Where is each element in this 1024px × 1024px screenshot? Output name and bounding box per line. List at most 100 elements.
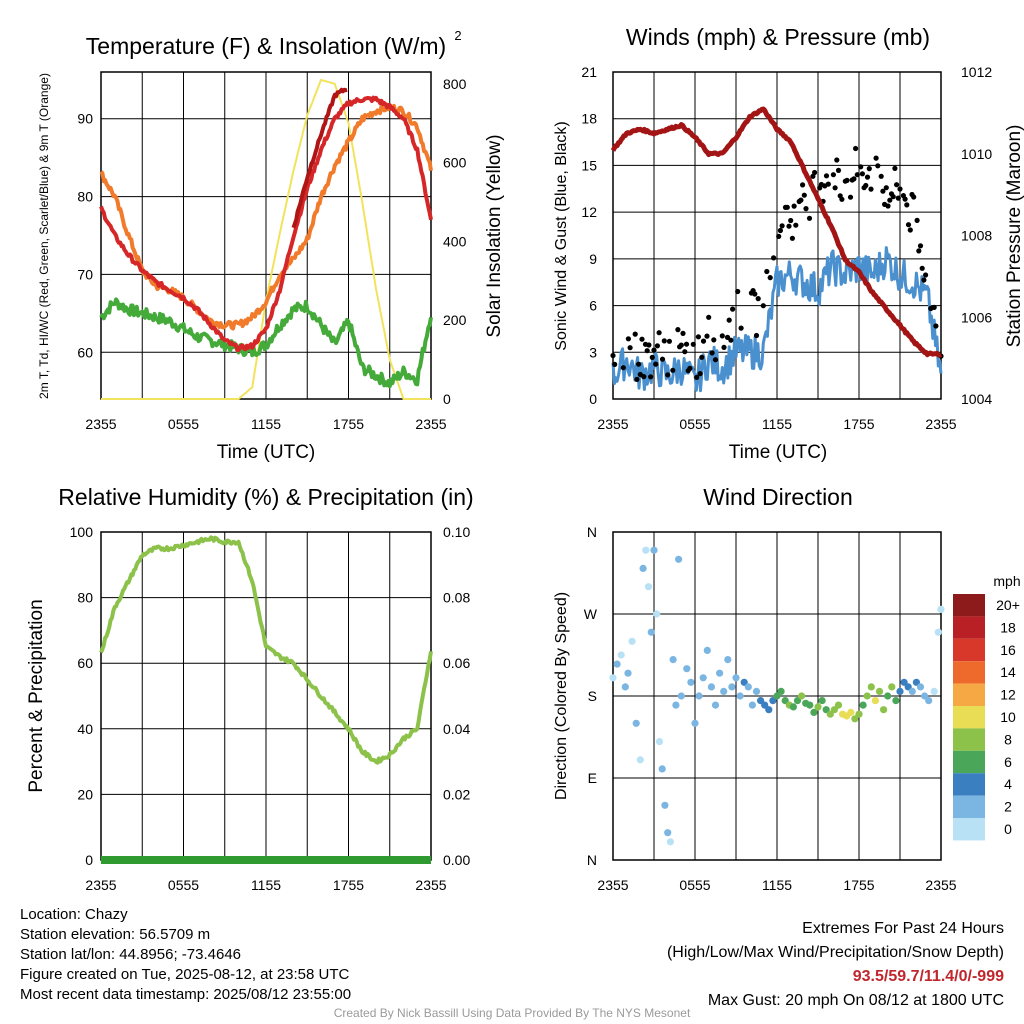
gust-point <box>832 185 838 191</box>
gust-point <box>907 227 913 233</box>
gust-point <box>712 357 719 363</box>
gust-point <box>779 223 785 229</box>
y-axis-label: Direction (Colored By Speed) <box>553 592 570 800</box>
chart-title: Temperature (F) & Insolation (W/m) <box>86 33 446 59</box>
y-tick-label: 3 <box>589 344 597 360</box>
direction-point <box>847 708 855 717</box>
direction-point <box>711 701 720 709</box>
gust-point <box>786 223 792 229</box>
temp-2m-series-line <box>99 95 433 353</box>
gust-point <box>863 182 869 189</box>
gust-point <box>916 248 922 254</box>
direction-point <box>703 646 711 655</box>
x-tick-label: 2355 <box>415 416 446 432</box>
gust-point <box>880 188 886 194</box>
direction-point <box>617 651 625 659</box>
y-tick-label: 80 <box>77 189 93 205</box>
direction-point <box>867 683 875 691</box>
x-tick-label: 2355 <box>925 416 956 432</box>
x-tick-label: 1755 <box>843 877 874 893</box>
direction-point <box>628 637 636 645</box>
gust-point <box>854 172 860 178</box>
colorbar-unit: mph <box>993 573 1020 589</box>
colorbar-label: 0 <box>1004 821 1012 837</box>
y-tick-label-right: 1004 <box>961 391 992 407</box>
direction-point <box>647 628 655 636</box>
gust-point <box>866 166 872 172</box>
y-tick-label: 0 <box>589 391 597 407</box>
gust-point <box>656 330 662 336</box>
direction-point <box>636 756 644 764</box>
gust-point <box>931 304 937 310</box>
direction-point <box>814 703 822 711</box>
colorbar-label: 12 <box>1000 687 1016 703</box>
extremes-subtitle: (High/Low/Max Wind/Precipitation/Snow De… <box>666 944 1004 961</box>
colorbar-swatch <box>953 661 985 684</box>
direction-point <box>642 546 650 554</box>
y-tick-label: 18 <box>581 111 597 127</box>
dewpoint-series-line <box>99 297 433 389</box>
colorbar-swatch <box>953 795 985 818</box>
gust-point <box>830 172 837 178</box>
direction-point <box>666 838 675 846</box>
gust-point <box>755 296 761 302</box>
x-tick-label: 0555 <box>168 877 199 893</box>
y-tick-label: N <box>587 852 597 868</box>
direction-point <box>655 738 664 746</box>
gust-point <box>868 186 874 192</box>
x-tick-label: 1755 <box>843 416 874 432</box>
x-tick-label: 1755 <box>333 877 364 893</box>
direction-point <box>925 697 933 705</box>
gust-point <box>709 350 715 356</box>
wind-series-line <box>611 246 943 393</box>
recent-data-timestamp: Most recent data timestamp: 2025/08/12 2… <box>20 986 352 1003</box>
gust-point <box>670 367 676 373</box>
gust-point <box>700 338 707 344</box>
gust-point <box>634 376 640 382</box>
direction-point <box>830 706 839 714</box>
y-tick-label: 70 <box>77 266 93 282</box>
direction-point <box>793 697 802 705</box>
colorbar-swatch <box>953 818 985 841</box>
direction-point <box>761 701 769 709</box>
direction-point <box>650 546 658 554</box>
station-location: Location: Chazy <box>20 906 128 923</box>
y-tick-label-right: 1012 <box>961 64 992 80</box>
gust-point <box>885 203 891 209</box>
gust-point <box>704 333 710 339</box>
gust-point <box>695 334 702 340</box>
y-tick-label: 12 <box>581 204 597 220</box>
direction-point <box>752 687 761 696</box>
direction-point <box>834 701 843 709</box>
direction-point <box>937 605 945 614</box>
y-tick-label: 80 <box>77 590 93 606</box>
gust-point <box>675 327 681 333</box>
extremes-panel: Extremes For Past 24 Hours (High/Low/Max… <box>667 917 1004 1013</box>
chart-title-superscript: 2 <box>454 28 461 43</box>
gust-point <box>851 176 857 182</box>
gust-point <box>728 337 734 343</box>
gust-point <box>905 222 912 228</box>
direction-point <box>863 692 871 700</box>
gust-point <box>632 331 638 337</box>
direction-point <box>621 683 629 691</box>
x-tick-label: 2355 <box>85 416 116 432</box>
gust-point <box>735 288 741 295</box>
y-axis-label: Percent & Precipitation <box>26 599 47 792</box>
gust-point <box>771 255 777 261</box>
direction-point <box>639 564 647 573</box>
gust-point <box>825 181 831 187</box>
direction-point <box>777 687 785 696</box>
colorbar-label: 2 <box>1004 799 1012 815</box>
gust-point <box>919 265 925 271</box>
direction-point <box>798 692 806 700</box>
colorbar-swatch <box>953 638 985 662</box>
direction-point <box>921 692 929 700</box>
gust-point <box>738 325 744 331</box>
direction-point <box>748 701 757 709</box>
y-axis-label-right: Station Pressure (Maroon) <box>1004 125 1024 348</box>
pressure-series-line <box>610 106 943 358</box>
y-tick-label-right: 0.06 <box>443 655 470 671</box>
x-tick-label: 1155 <box>251 877 281 893</box>
y-tick-label: 90 <box>77 111 93 127</box>
